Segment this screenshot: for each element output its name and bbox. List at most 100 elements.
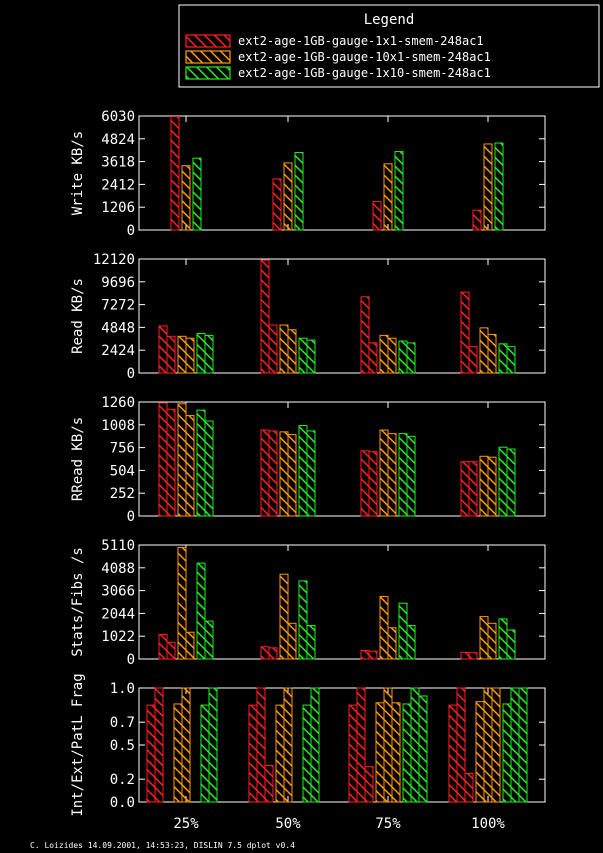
bar [464,773,474,803]
y-tick-label: 0.7 [110,715,135,731]
bar [487,333,497,374]
y-tick-label: 252 [110,486,135,502]
bar [379,429,389,517]
y-axis-label: Write KB/s [70,131,86,215]
plot-frame [138,544,546,660]
bar [391,702,401,803]
y-tick-label: 0.5 [110,738,135,754]
chart-panel-2: 0 2424 4848 7272 9696 12120 Read KB/s [70,252,546,382]
bar [204,334,214,374]
y-tick-label: 1022 [101,629,135,645]
bar [387,337,397,374]
bar [348,704,358,803]
bar [287,329,297,374]
y-tick-label: 3618 [101,155,135,171]
bar [298,425,308,517]
bar [275,704,285,803]
legend-frame [178,4,600,88]
y-tick-label: 4088 [101,561,135,577]
bar [196,409,206,517]
bar [268,430,278,517]
bar [372,201,382,231]
bar [387,627,397,660]
x-tick-label: 50% [275,816,301,832]
bar [383,163,393,231]
bar [379,334,389,374]
bar [177,403,187,517]
bar [306,430,316,517]
bar [287,434,297,517]
legend-swatch-3 [185,66,231,80]
bar [298,580,308,660]
y-tick-label: 0 [127,652,135,668]
bar [460,291,470,374]
y-tick-label: 0 [127,509,135,525]
bar [294,151,304,231]
bar [260,429,270,517]
bar [506,629,516,660]
legend-entry-3: ext2-age-1GB-gauge-1x10-smem-248ac1 [238,66,491,80]
bar [204,620,214,660]
y-axis-label: Read KB/s [70,278,86,354]
bar [200,704,210,803]
plot-frame [138,401,546,517]
chart-panel-1: 0 1206 2412 3618 4824 6030 Write KB/s [70,109,546,239]
bar [181,165,191,231]
y-tick-label: 7272 [101,298,135,314]
bar [177,546,187,660]
bar [306,339,316,374]
bar [402,703,412,803]
bar [368,650,378,660]
bar [158,402,168,517]
legend-swatch-2 [185,50,231,64]
bar [298,337,308,374]
bar [460,461,470,517]
bar [268,324,278,374]
bar [406,342,416,374]
y-tick-label: 9696 [101,275,135,291]
bar [406,625,416,660]
bar [185,415,195,517]
bar [264,765,274,803]
y-tick-label: 3066 [101,584,135,600]
x-tick-label: 25% [173,816,199,832]
y-tick-label: 5110 [101,538,135,554]
bar [256,687,266,803]
bar [166,641,176,660]
bar [498,618,508,660]
bar [360,296,370,374]
bar [360,650,370,660]
bar [268,647,278,660]
y-tick-label: 1008 [101,418,135,434]
bar [272,178,282,231]
y-tick-label: 1206 [101,200,135,216]
legend-entry-1: ext2-age-1GB-gauge-1x1-smem-248ac1 [238,34,484,48]
bar [166,408,176,517]
bar [364,766,374,803]
bar [248,704,258,803]
chart-panel-3: 0 252 504 756 1008 1260 RRead KB/s [70,395,546,525]
bar [518,687,528,803]
bar [491,687,501,803]
bar [356,687,366,803]
plot-frame [138,115,546,231]
bar [418,695,428,803]
bar [498,446,508,517]
bar [177,335,187,374]
bar [185,631,195,660]
bar [383,687,393,803]
bar [158,325,168,374]
y-axis-label: RRead KB/s [70,417,86,501]
y-tick-label: 6030 [101,109,135,125]
bar [510,687,520,803]
bar [448,704,458,803]
bar [487,622,497,660]
y-tick-label: 756 [110,441,135,457]
bar [456,687,466,803]
bar [483,687,493,803]
plot-frame [138,258,546,374]
bar [506,346,516,374]
y-tick-label: 0 [127,223,135,239]
y-tick-label: 2424 [101,343,135,359]
bar [368,342,378,374]
